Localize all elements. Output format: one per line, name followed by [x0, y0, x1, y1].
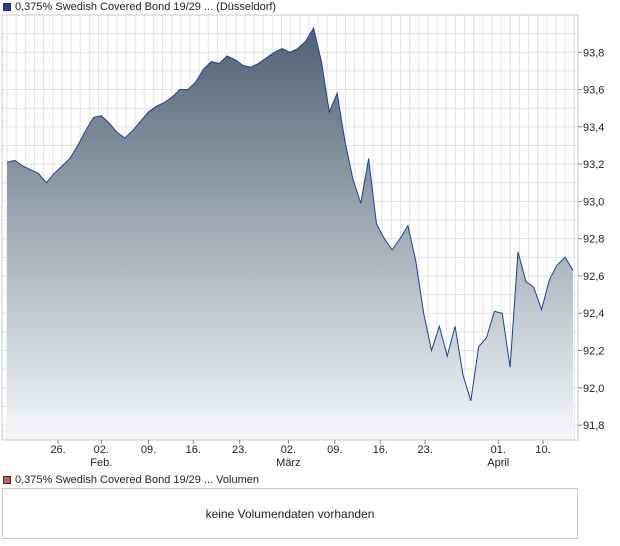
- x-tick-label: 23.: [418, 444, 433, 456]
- plot-frame: [1, 14, 579, 441]
- x-tick-label: 23.: [232, 444, 247, 456]
- x-tick-label: 26.: [50, 444, 65, 456]
- x-tick-label: 10.: [535, 444, 550, 456]
- volume-legend-label: 0,375% Swedish Covered Bond 19/29 ... Vo…: [15, 474, 259, 486]
- y-tick-label: 93,6: [583, 85, 604, 97]
- price-legend-label: 0,375% Swedish Covered Bond 19/29 ... (D…: [15, 1, 277, 13]
- x-month-label: Feb.: [90, 457, 112, 469]
- x-axis: 26. 02. 09. 16. 23. 02. 09. 16. 23. 01. 10. Feb. Mär…: [50, 440, 551, 469]
- y-axis: 91,8 92,0 92,2 92,4 92,6 92,8 93,0 93,2 93,4 93,6…: [578, 47, 604, 432]
- x-month-label: April: [487, 457, 509, 469]
- volume-legend-swatch: [3, 476, 11, 484]
- price-legend-swatch: [3, 3, 11, 11]
- x-month-label: März: [276, 457, 300, 469]
- x-tick-label: 16.: [373, 444, 388, 456]
- y-tick-label: 93,2: [583, 159, 604, 171]
- y-tick-label: 93,0: [583, 196, 604, 208]
- y-tick-label: 92,0: [583, 383, 604, 395]
- y-tick-label: 91,8: [583, 420, 604, 432]
- price-area: [7, 28, 573, 441]
- x-tick-label: 01.: [491, 444, 506, 456]
- x-tick-label: 09.: [327, 444, 342, 456]
- price-line: [6, 26, 574, 402]
- y-tick-label: 92,6: [583, 271, 604, 283]
- volume-panel: keine Volumendaten vorhanden: [2, 488, 578, 539]
- y-tick-label: 93,8: [583, 47, 604, 59]
- x-tick-label: 02.: [94, 444, 109, 456]
- x-tick-label: 02.: [281, 444, 296, 456]
- y-tick-label: 92,4: [583, 308, 604, 320]
- volume-empty-message: keine Volumendaten vorhanden: [205, 506, 375, 521]
- volume-legend: 0,375% Swedish Covered Bond 19/29 ... Vo…: [3, 473, 259, 487]
- y-tick-label: 92,8: [583, 234, 604, 246]
- x-tick-label: 09.: [141, 444, 156, 456]
- y-tick-label: 92,2: [583, 346, 604, 358]
- price-legend: 0,375% Swedish Covered Bond 19/29 ... (D…: [3, 0, 276, 14]
- x-tick-label: 16.: [186, 444, 201, 456]
- price-chart: 91,8 92,0 92,2 92,4 92,6 92,8 93,0 93,2 93,4 93,6…: [1, 14, 604, 469]
- y-tick-label: 93,4: [583, 122, 604, 134]
